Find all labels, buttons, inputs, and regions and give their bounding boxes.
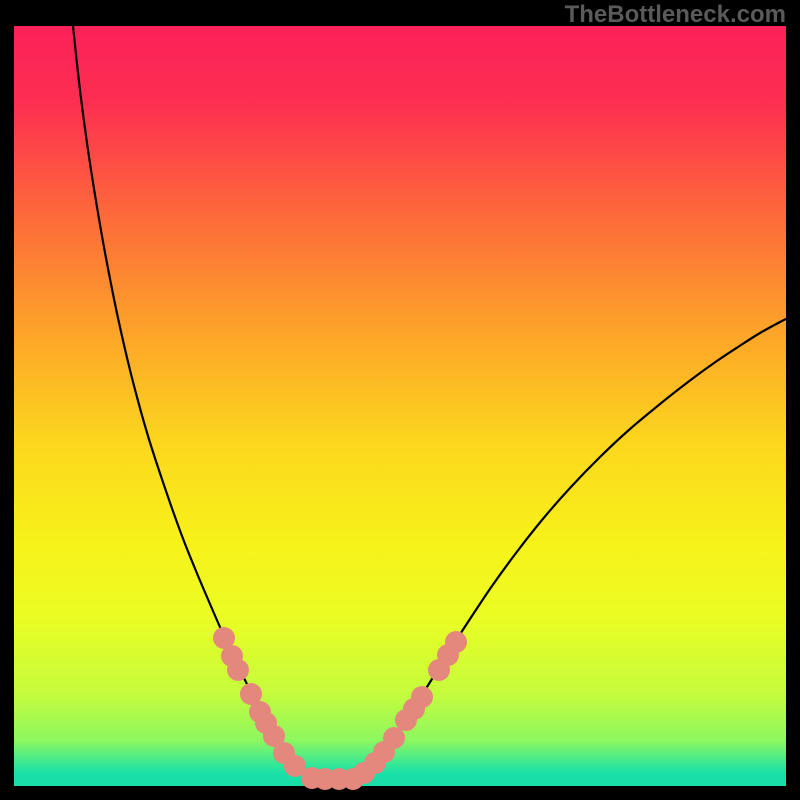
data-marker (411, 686, 433, 708)
curve-svg (14, 26, 786, 786)
data-marker (445, 631, 467, 653)
watermark-text: TheBottleneck.com (565, 1, 786, 29)
curve-left (73, 26, 317, 778)
data-marker (227, 659, 249, 681)
plot-area (14, 26, 786, 786)
